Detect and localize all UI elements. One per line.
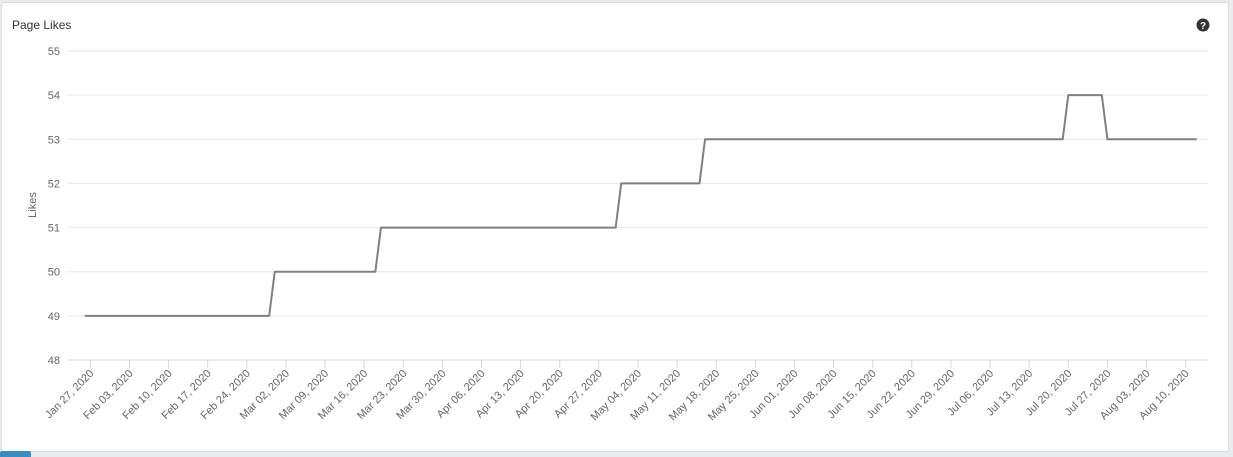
- y-tick-label: 48: [48, 355, 60, 367]
- y-axis-label: Likes: [27, 192, 39, 218]
- svg-text:?: ?: [1200, 21, 1206, 32]
- y-tick-label: 54: [48, 90, 60, 102]
- y-tick-label: 55: [48, 46, 60, 58]
- tab-indicator: [0, 451, 31, 457]
- y-tick-label: 53: [48, 134, 60, 146]
- help-icon[interactable]: ?: [1196, 18, 1210, 33]
- y-tick-label: 52: [48, 178, 60, 190]
- y-tick-label: 49: [48, 311, 60, 323]
- line: [84, 94, 1197, 317]
- y-tick-label: 51: [48, 223, 60, 235]
- chart-title: Page Likes: [12, 18, 71, 32]
- y-tick-label: 50: [48, 267, 60, 279]
